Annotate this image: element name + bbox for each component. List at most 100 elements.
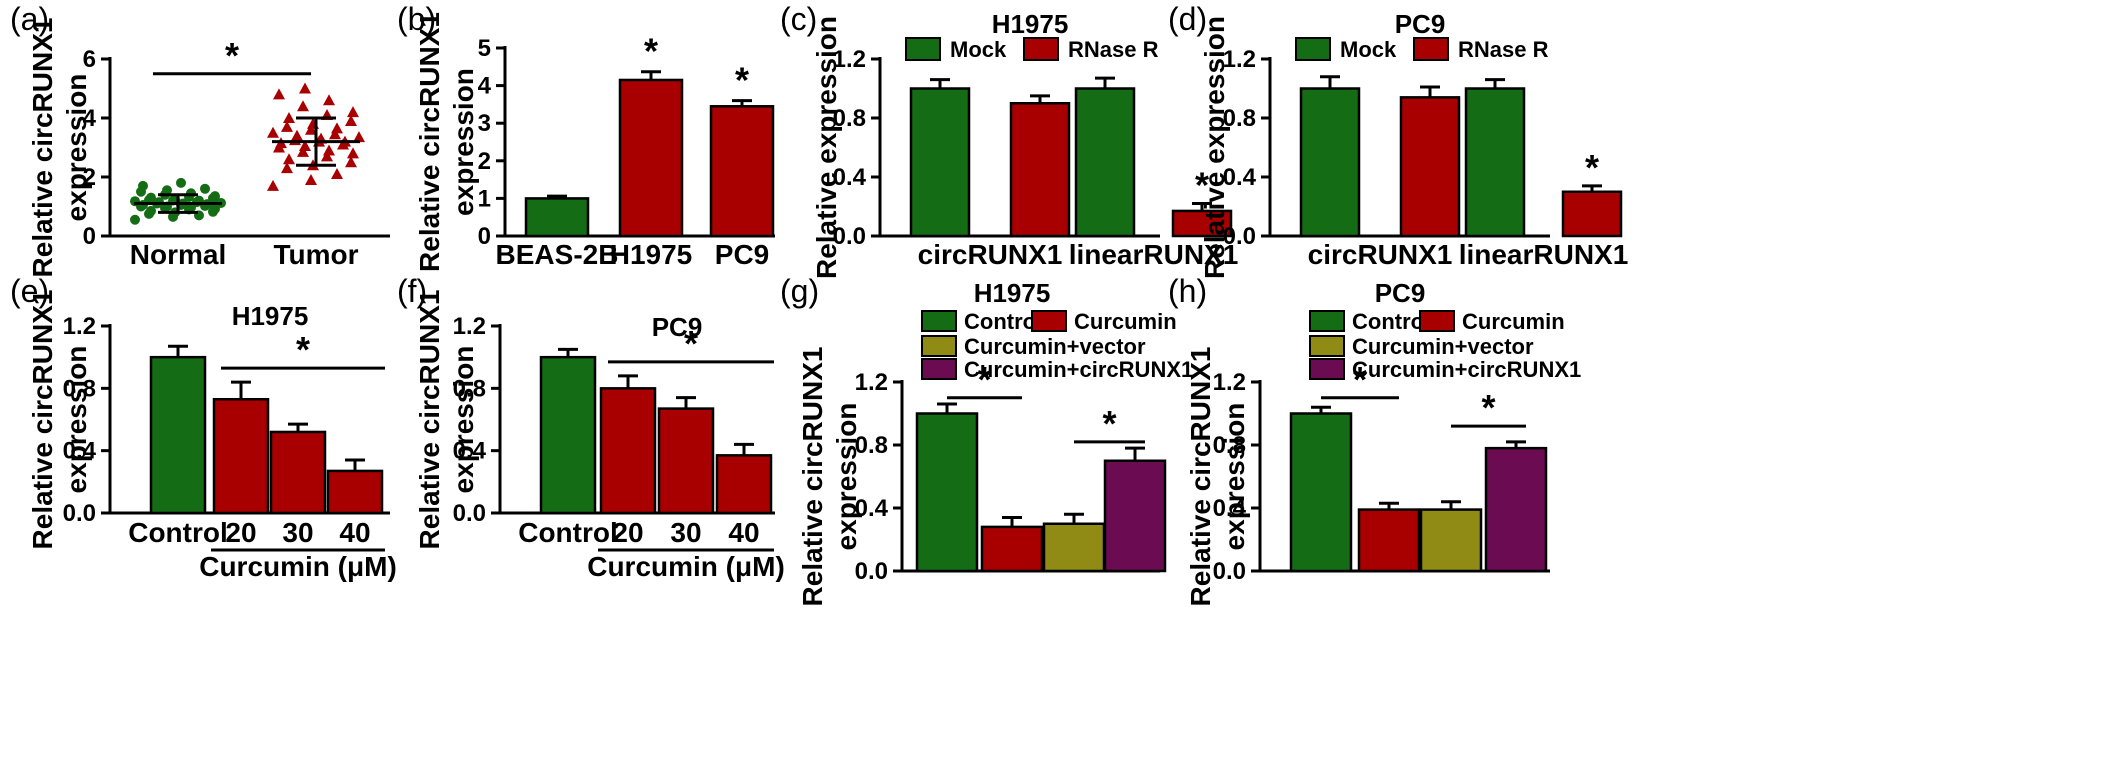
- data-point: [297, 100, 309, 112]
- data-point: [305, 123, 317, 135]
- y-tick-label: 0.8: [855, 432, 888, 459]
- y-axis-label: Relative circRUNX1: [797, 347, 828, 607]
- bar: [1074, 87, 1136, 238]
- significance-label: *: [1353, 359, 1367, 400]
- chart-title: PC9: [1375, 278, 1426, 308]
- significance-label: *: [735, 60, 749, 101]
- significance-label: *: [644, 31, 658, 72]
- legend-label: Mock: [950, 37, 1007, 62]
- y-tick-label: 0.4: [1223, 164, 1257, 191]
- bar: [909, 87, 971, 238]
- y-tick-label: 4: [478, 73, 492, 100]
- y-tick-label: 0.4: [1213, 495, 1247, 522]
- bar: [212, 397, 270, 515]
- legend-swatch: [905, 37, 941, 61]
- x-tick-label: 30: [282, 517, 313, 548]
- y-axis-label: expression: [831, 403, 862, 551]
- y-axis-label: Relative expression: [1199, 16, 1230, 279]
- legend-label: RNase R: [1068, 37, 1159, 62]
- legend-label: Curcumin+vector: [964, 334, 1146, 359]
- legend-swatch: [1309, 310, 1345, 332]
- y-axis-label: Relative circRUNX1: [27, 18, 58, 278]
- bar: [539, 355, 597, 515]
- legend-label: Curcumin: [1074, 309, 1177, 334]
- legend-label: Control: [964, 309, 1042, 334]
- y-tick-label: 4: [83, 105, 97, 132]
- y-tick-label: 0.8: [1223, 105, 1256, 132]
- y-axis-label: Relative expression: [811, 16, 842, 279]
- chart-title: PC9: [652, 312, 703, 342]
- y-tick-label: 0.4: [63, 438, 97, 465]
- bar: [1561, 190, 1623, 238]
- legend-label: Curcumin+circRUNX1: [1352, 357, 1581, 382]
- data-point: [331, 122, 343, 134]
- panel-label: (c): [780, 1, 817, 37]
- data-point: [347, 106, 359, 118]
- y-tick-label: 0: [83, 223, 96, 250]
- x-tick-label: linearRUNX1: [1069, 239, 1239, 270]
- legend-label: Curcumin: [1462, 309, 1565, 334]
- data-point: [299, 140, 311, 152]
- y-axis-label: expression: [61, 346, 92, 494]
- data-point: [138, 180, 148, 191]
- data-point: [291, 129, 303, 141]
- data-point: [267, 126, 279, 138]
- significance-label: *: [977, 359, 991, 400]
- legend-label: RNase R: [1458, 37, 1549, 62]
- bar: [1103, 459, 1167, 573]
- legend-label: Curcumin+vector: [1352, 334, 1534, 359]
- y-tick-label: 5: [478, 35, 491, 62]
- x-tick-label: 40: [728, 517, 759, 548]
- data-point: [146, 192, 156, 203]
- x-tick-label: 20: [612, 517, 643, 548]
- x-tick-label: H1975: [610, 239, 693, 270]
- data-point: [347, 147, 359, 159]
- y-axis-label: Relative circRUNX1: [414, 12, 445, 272]
- significance-label: *: [1585, 147, 1599, 188]
- bar: [1171, 209, 1233, 238]
- data-point: [353, 131, 365, 143]
- x-tick-label: PC9: [715, 239, 769, 270]
- y-tick-label: 0.0: [453, 500, 486, 527]
- significance-label: *: [225, 35, 239, 76]
- panel-label: (b): [397, 1, 436, 37]
- y-tick-label: 0.8: [453, 375, 486, 402]
- legend-swatch: [1419, 310, 1455, 332]
- data-point: [321, 150, 333, 162]
- bar: [1357, 508, 1421, 573]
- legend-swatch: [921, 310, 957, 332]
- data-point: [323, 144, 335, 156]
- data-point: [281, 120, 293, 132]
- legend-swatch: [1413, 37, 1449, 61]
- y-tick-label: 0.4: [453, 438, 487, 465]
- x-tick-label: 30: [670, 517, 701, 548]
- bar: [149, 355, 207, 515]
- data-point: [299, 82, 311, 94]
- significance-label: *: [1481, 387, 1495, 428]
- y-axis-label: expression: [448, 68, 479, 216]
- data-point: [130, 214, 140, 225]
- y-tick-label: 3: [478, 110, 491, 137]
- legend-label: Mock: [1340, 37, 1397, 62]
- y-tick-label: 1.2: [63, 313, 96, 340]
- bar: [715, 454, 773, 515]
- data-point: [210, 191, 220, 202]
- bar: [1289, 412, 1353, 573]
- legend-swatch: [1031, 310, 1067, 332]
- y-tick-label: 1.2: [453, 313, 486, 340]
- bar: [269, 430, 327, 515]
- data-point: [273, 88, 285, 100]
- bar: [1419, 508, 1483, 573]
- group-label: Curcumin (μM): [199, 551, 397, 582]
- legend-label: Control: [1352, 309, 1430, 334]
- y-tick-label: 0.8: [63, 375, 96, 402]
- y-axis-label: expression: [61, 74, 92, 222]
- x-tick-label: 40: [339, 517, 370, 548]
- bar: [1464, 87, 1526, 238]
- panel-label: (g): [780, 273, 819, 309]
- bar: [618, 78, 684, 238]
- legend-label: Curcumin+circRUNX1: [964, 357, 1193, 382]
- panel-label: (d): [1168, 1, 1207, 37]
